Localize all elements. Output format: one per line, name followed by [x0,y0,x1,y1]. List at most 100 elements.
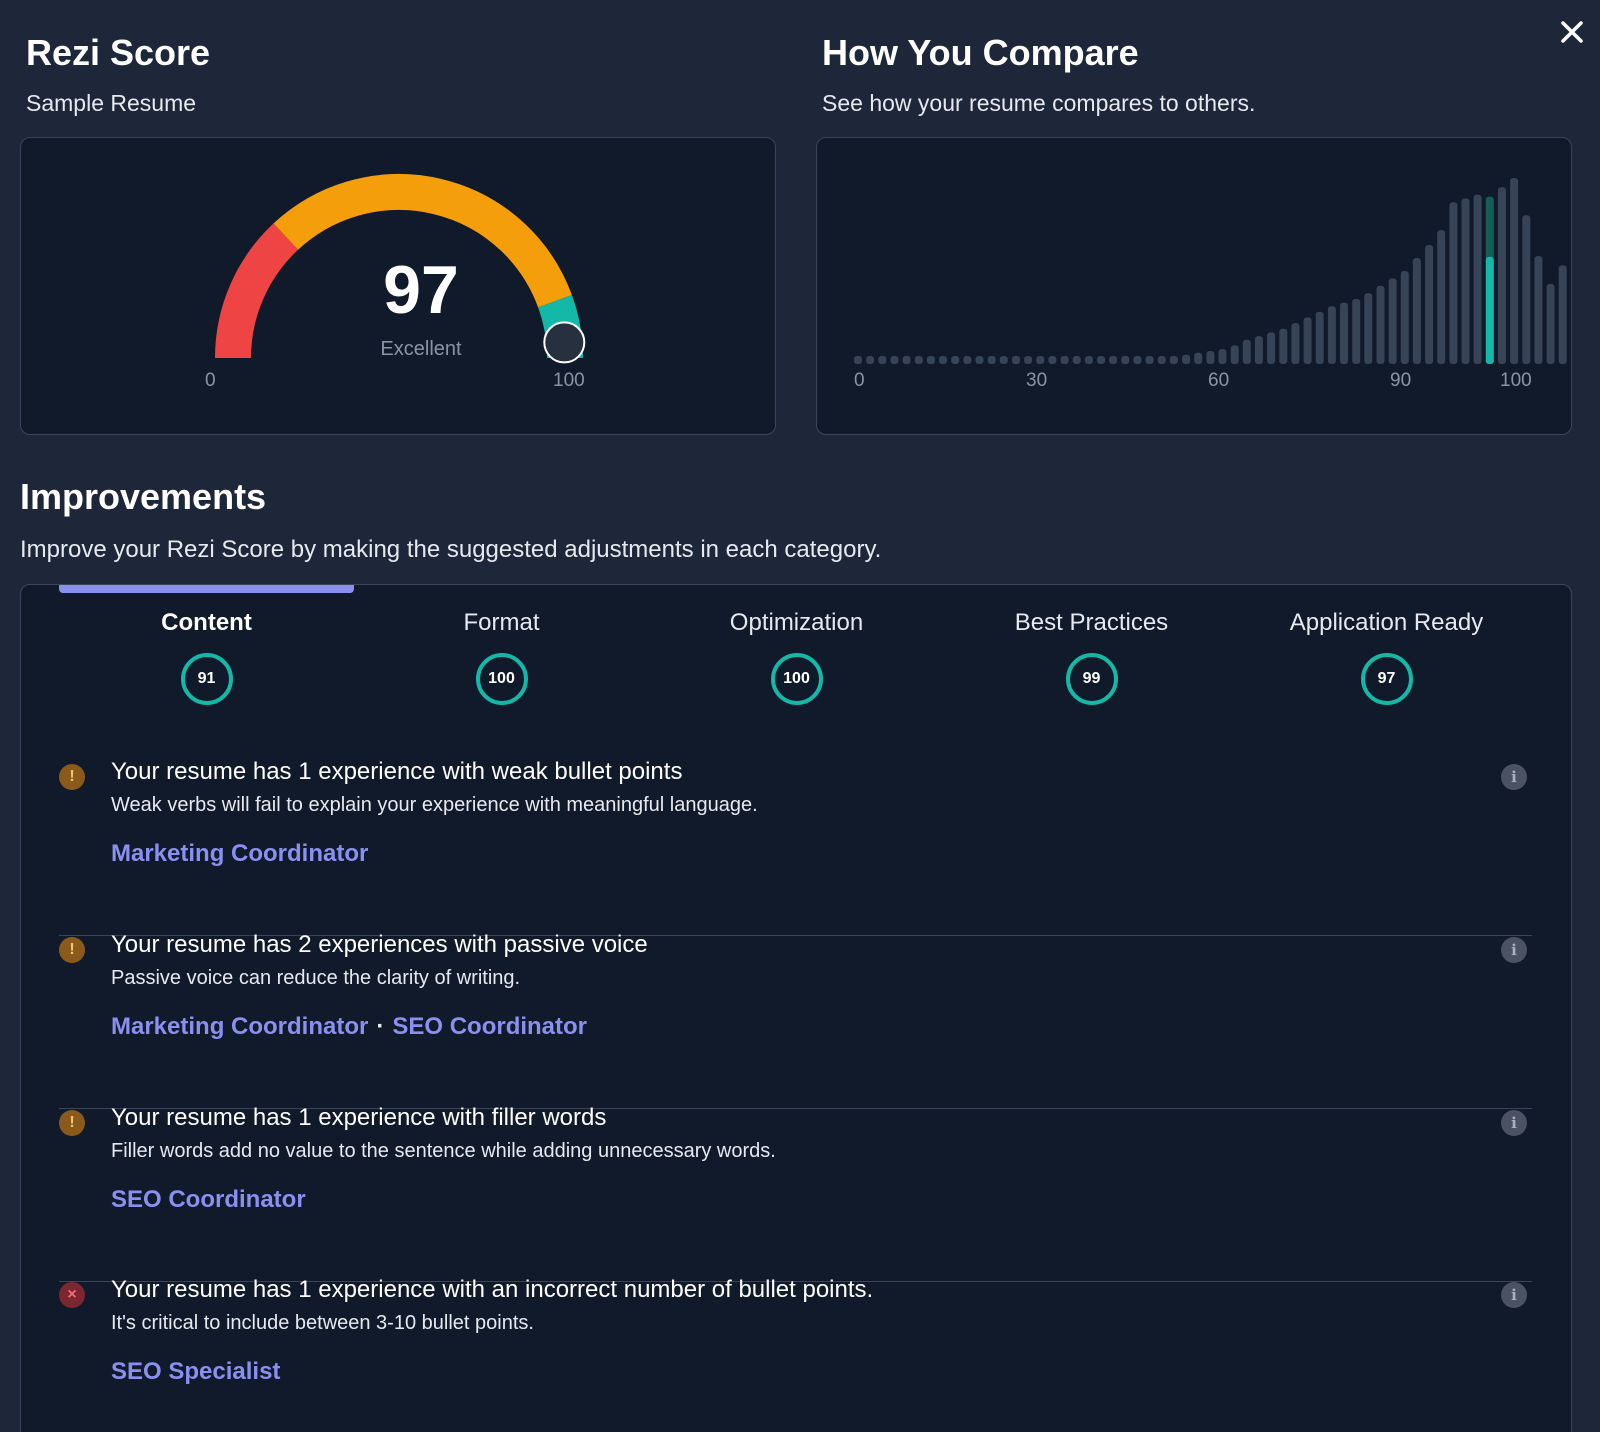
warning-icon: ! [59,764,85,790]
hist-bar-your-score [1485,256,1494,364]
tab-score-ring: 99 [1065,653,1118,705]
info-icon[interactable]: i [1501,937,1527,963]
close-icon [1561,21,1583,43]
hist-bar [1327,306,1336,364]
issue-weak-bullet-points: ! Your resume has 1 experience with weak… [59,758,1532,936]
compare-title: How You Compare [822,32,1139,73]
info-icon[interactable]: i [1501,1110,1527,1136]
improvements-panel: Content 91 Format 100 Optimization 100 B… [20,584,1572,1432]
warning-icon: ! [59,937,85,963]
hist-bar [866,356,875,364]
close-button[interactable] [1554,14,1590,50]
experience-link[interactable]: Marketing Coordinator [111,840,369,867]
experience-link[interactable]: Marketing Coordinator [111,1013,369,1040]
score-gauge [215,174,586,364]
issue-description: Passive voice can reduce the clarity of … [111,967,521,989]
hist-bar [1133,356,1142,364]
tab-application-ready[interactable]: Application Ready 97 [1239,585,1534,725]
tab-optimization[interactable]: Optimization 100 [649,585,944,725]
issue-description: Weak verbs will fail to explain your exp… [111,794,758,816]
hist-bar [1097,356,1105,364]
info-icon[interactable]: i [1501,764,1527,790]
gauge-max-label: 100 [553,370,585,391]
score-value: 97 [383,252,459,328]
hist-bar [1534,256,1543,364]
hist-bar [1206,351,1215,364]
hist-bar [1522,215,1531,364]
active-tab-indicator [59,585,354,593]
hist-bar [1242,339,1251,364]
tab-content[interactable]: Content 91 [59,585,354,725]
hist-bar [1060,356,1069,364]
tab-label: Best Practices [1014,609,1169,636]
hist-bar [1109,356,1118,364]
issue-title: Your resume has 2 experiences with passi… [111,931,648,958]
category-tabs: Content 91 Format 100 Optimization 100 B… [59,585,1532,725]
hist-bar [1546,284,1555,364]
rezi-score-title: Rezi Score [26,32,211,73]
improvements-subtitle: Improve your Rezi Score by making the su… [20,536,882,563]
hist-bar [1291,323,1300,364]
issue-bullet-point-count: × Your resume has 1 experience with an i… [59,1276,1532,1432]
hist-bar [878,356,887,364]
issue-title: Your resume has 1 experience with an inc… [111,1276,874,1303]
hist-bar [1048,356,1057,364]
hist-bar [1449,202,1458,364]
hist-bar [1376,285,1385,364]
tab-best-practices[interactable]: Best Practices 99 [944,585,1239,725]
gauge-arc-mid [273,174,572,308]
issue-links: Marketing Coordinator · SEO Coordinator [111,1013,587,1041]
hist-bar [1364,293,1373,364]
hist-bar [914,356,923,364]
tab-format[interactable]: Format 100 [354,585,649,725]
hist-bar [1145,356,1154,364]
gauge-arc-low [215,223,299,359]
warning-icon: ! [59,1110,85,1136]
score-rating: Excellent [380,338,462,360]
hist-bar [1230,345,1239,364]
hist-bar [890,356,899,364]
compare-histogram-panel: 0 30 60 90 100 [816,137,1572,435]
hist-bar [1400,271,1409,364]
hist-bar [975,356,984,364]
gauge-min-label: 0 [205,370,216,391]
tab-label: Format [463,609,540,636]
tab-label: Content [161,609,252,636]
compare-histogram [854,178,1567,364]
experience-link[interactable]: SEO Coordinator [111,1186,306,1213]
hist-bar [1036,356,1045,364]
hist-bar [1072,356,1081,364]
hist-bar [1510,178,1519,364]
rezi-score-subtitle: Sample Resume [26,90,197,116]
issue-filler-words: ! Your resume has 1 experience with fill… [59,1104,1532,1282]
hist-bar [999,356,1008,364]
hist-bar [902,356,911,364]
improvements-title: Improvements [20,476,267,517]
hist-bar [1024,356,1033,364]
link-separator: · [376,1013,385,1040]
issue-links: Marketing Coordinator [111,840,368,868]
issue-passive-voice: ! Your resume has 2 experiences with pas… [59,931,1532,1109]
hist-bar [1194,352,1203,364]
hist-bar [1461,198,1470,364]
info-icon[interactable]: i [1501,1282,1527,1308]
hist-bar [1315,311,1324,364]
hist-bar [1558,265,1567,364]
experience-link[interactable]: SEO Coordinator [392,1013,588,1040]
issue-title: Your resume has 1 experience with weak b… [111,758,683,785]
hist-bar [926,356,935,364]
tab-score-ring: 97 [1360,653,1413,705]
issue-links: SEO Specialist [111,1358,280,1386]
hist-tick-0: 0 [854,370,865,391]
issue-links: SEO Coordinator [111,1186,306,1214]
hist-tick-100: 100 [1500,370,1532,391]
tab-score-ring: 100 [475,653,528,705]
hist-tick-90: 90 [1390,370,1412,391]
score-gauge-panel: 97 Excellent 0 100 [20,137,776,435]
hist-bar [1084,356,1093,364]
issue-title: Your resume has 1 experience with filler… [111,1104,607,1131]
hist-bar [854,356,862,364]
hist-bar [939,356,947,364]
hist-tick-60: 60 [1208,370,1230,391]
experience-link[interactable]: SEO Specialist [111,1358,281,1385]
